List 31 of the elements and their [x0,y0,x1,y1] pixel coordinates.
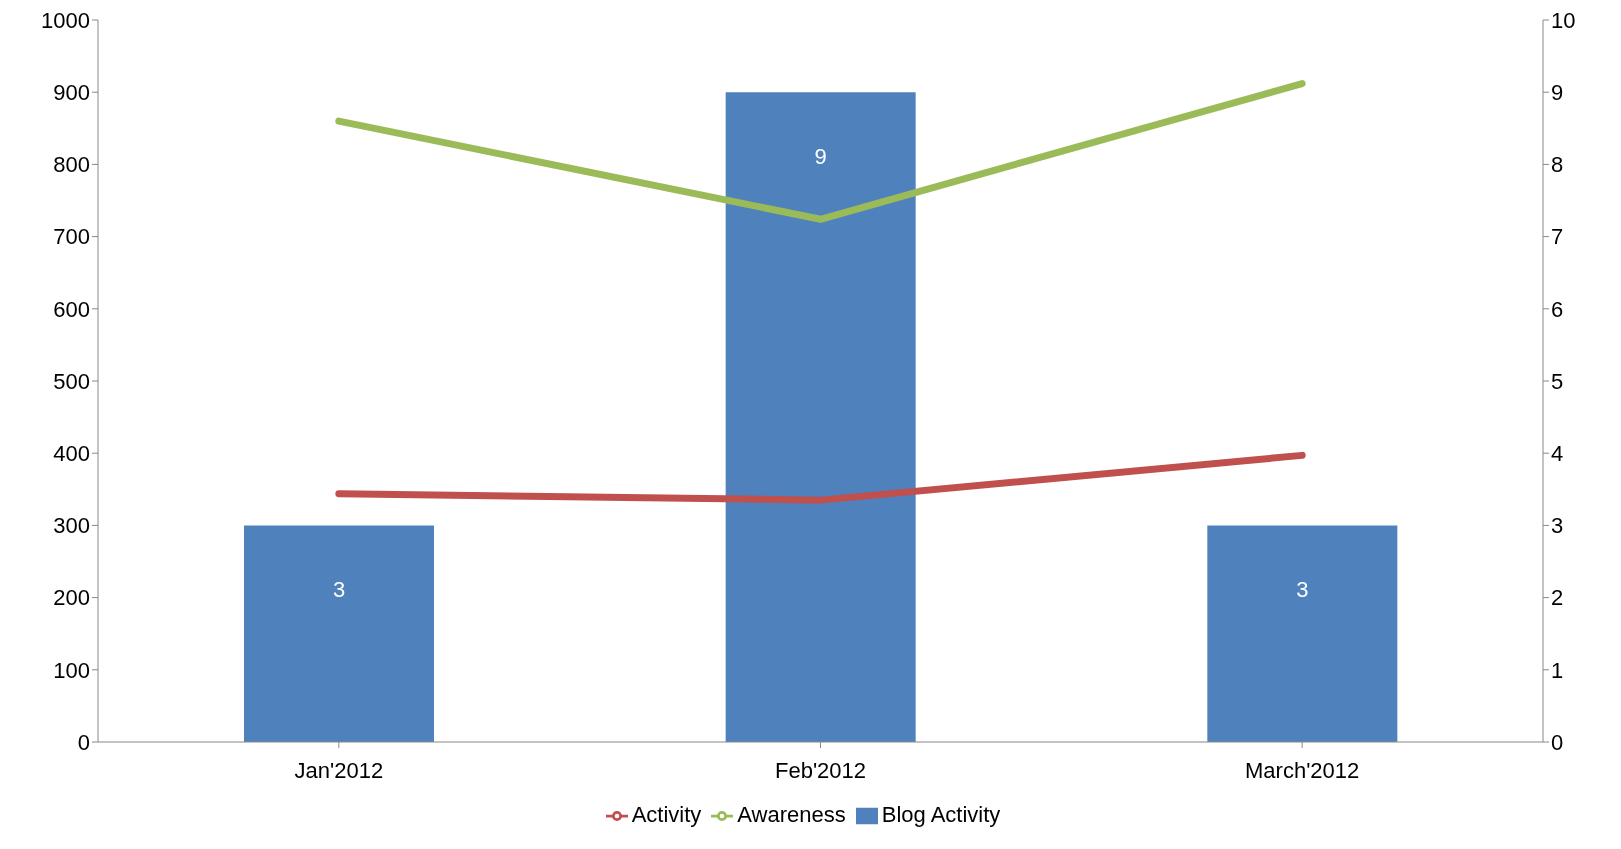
y2-tick-label: 2 [1551,585,1564,611]
x-tick-label: March'2012 [1245,757,1360,783]
y-tick-label: 200 [53,585,90,611]
data-label: 3 [1296,577,1309,603]
data-label: 3 [332,577,346,603]
y-tick-label: 500 [53,368,90,394]
legend-label: Awareness [737,802,846,827]
x-tick-label: Jan'2012 [294,757,384,783]
y-tick-label: 100 [53,657,90,683]
y2-tick-label: 8 [1551,152,1564,178]
y2-tick-label: 5 [1551,368,1564,394]
y-tick-label: 900 [53,80,90,106]
y-tick-label: 800 [53,152,90,178]
legend-label: Activity [631,802,702,827]
y-tick-label: 300 [53,513,90,539]
y-tick-label: 700 [53,224,90,250]
y-tick-label: 0 [77,729,90,755]
y2-tick-label: 10 [1551,7,1576,33]
data-label: 9 [814,144,827,170]
y2-tick-label: 9 [1551,80,1564,106]
y-tick-label: 1000 [41,7,90,33]
y2-tick-label: 1 [1551,657,1564,683]
x-tick-label: Feb'2012 [774,757,867,783]
y2-tick-label: 7 [1551,224,1564,250]
y-tick-label: 600 [53,296,90,322]
legend-label: Blog Activity [881,802,1001,827]
y-tick-label: 400 [53,441,90,467]
y2-tick-label: 3 [1551,513,1564,539]
y2-tick-label: 6 [1551,296,1564,322]
y2-tick-label: 0 [1551,729,1564,755]
y2-tick-label: 4 [1551,441,1564,467]
